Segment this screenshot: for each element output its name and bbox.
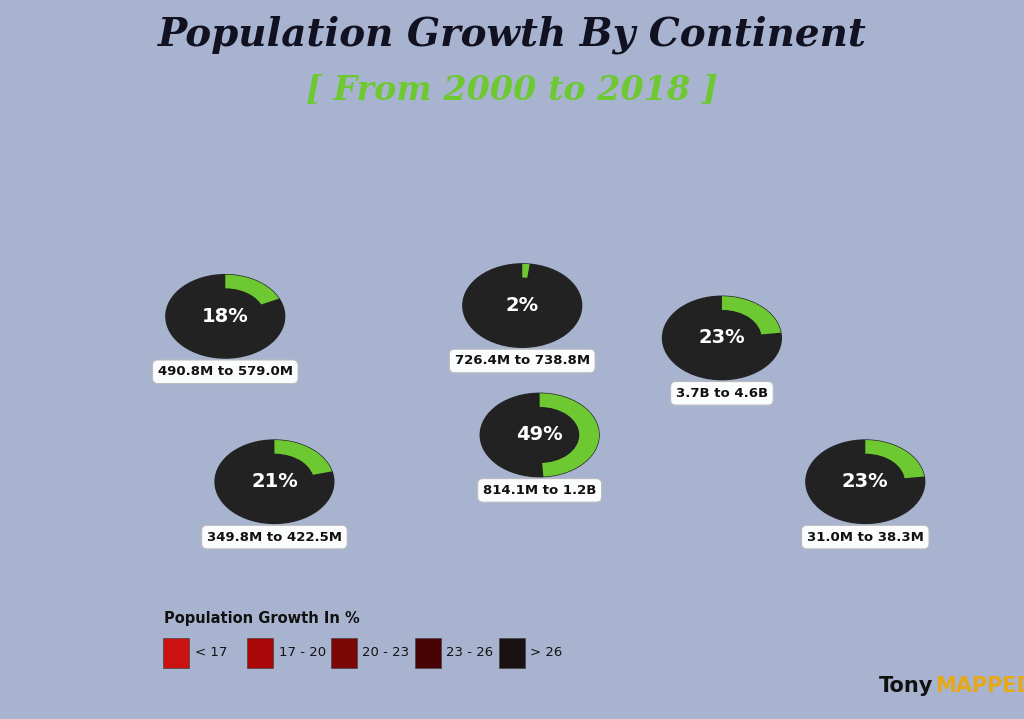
- Text: > 26: > 26: [530, 646, 562, 659]
- Text: 18%: 18%: [202, 307, 249, 326]
- Polygon shape: [225, 275, 279, 305]
- Circle shape: [806, 440, 925, 523]
- Circle shape: [483, 278, 561, 333]
- FancyBboxPatch shape: [163, 638, 189, 668]
- Circle shape: [186, 289, 264, 344]
- Polygon shape: [522, 264, 529, 278]
- Text: 20 - 23: 20 - 23: [362, 646, 410, 659]
- Text: 23%: 23%: [842, 472, 889, 491]
- Text: 3.7B to 4.6B: 3.7B to 4.6B: [676, 387, 768, 400]
- Circle shape: [683, 311, 761, 365]
- Circle shape: [826, 454, 904, 509]
- Text: 814.1M to 1.2B: 814.1M to 1.2B: [483, 484, 596, 497]
- Circle shape: [166, 275, 285, 358]
- Text: 726.4M to 738.8M: 726.4M to 738.8M: [455, 354, 590, 367]
- Circle shape: [663, 296, 781, 380]
- Polygon shape: [274, 440, 332, 475]
- Text: MAPPED: MAPPED: [935, 676, 1024, 696]
- Circle shape: [215, 440, 334, 523]
- FancyBboxPatch shape: [415, 638, 441, 668]
- Circle shape: [463, 264, 582, 347]
- FancyBboxPatch shape: [331, 638, 357, 668]
- Polygon shape: [540, 393, 599, 477]
- Text: Population Growth In %: Population Growth In %: [164, 610, 359, 626]
- Text: 17 - 20: 17 - 20: [279, 646, 326, 659]
- Text: Tony: Tony: [879, 676, 933, 696]
- Text: 21%: 21%: [251, 472, 298, 491]
- FancyBboxPatch shape: [499, 638, 525, 668]
- Polygon shape: [722, 296, 781, 334]
- Text: Population Growth By Continent: Population Growth By Continent: [158, 16, 866, 55]
- Circle shape: [501, 408, 579, 462]
- Circle shape: [480, 393, 599, 477]
- Text: 23%: 23%: [698, 329, 745, 347]
- Text: 23 - 26: 23 - 26: [446, 646, 494, 659]
- FancyBboxPatch shape: [247, 638, 273, 668]
- Polygon shape: [865, 440, 925, 478]
- Text: 490.8M to 579.0M: 490.8M to 579.0M: [158, 365, 293, 378]
- Circle shape: [236, 454, 313, 509]
- Text: 349.8M to 422.5M: 349.8M to 422.5M: [207, 531, 342, 544]
- Text: 2%: 2%: [506, 296, 539, 315]
- Text: < 17: < 17: [195, 646, 227, 659]
- Text: 49%: 49%: [516, 426, 563, 444]
- Text: [ From 2000 to 2018 ]: [ From 2000 to 2018 ]: [306, 73, 718, 106]
- Text: 31.0M to 38.3M: 31.0M to 38.3M: [807, 531, 924, 544]
